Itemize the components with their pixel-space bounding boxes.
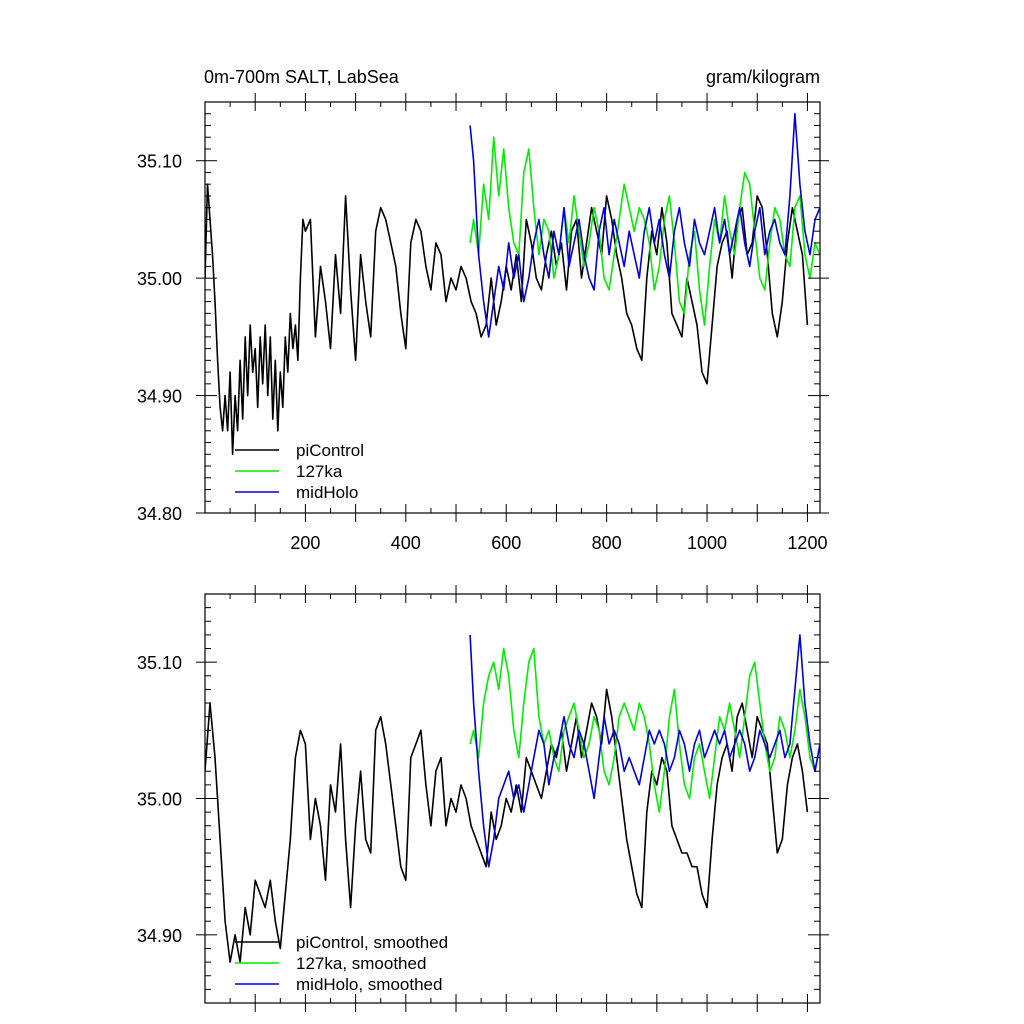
top-legend-label-1: 127ka [296,462,343,481]
top-series-line-2 [469,112,820,338]
top-x-tick-label: 200 [290,533,320,553]
top-legend: piControl 127ka midHolo [235,441,364,502]
bottom-legend: piControl, smoothed 127ka, smoothed midHol… [235,933,448,994]
top-x-tick-label: 1000 [687,533,727,553]
top-plot-frame [204,101,821,514]
top-series-line-1 [469,136,820,326]
bottom-series-line-2 [469,634,820,868]
top-legend-label-0: piControl [296,441,364,460]
top-chart-title: 0m-700m SALT, LabSea [204,67,400,87]
bottom-axes: 34.90 35.00 35.10 [137,585,829,1012]
top-plot-area [205,112,820,456]
bottom-y-tick-label: 35.10 [137,653,182,673]
bottom-series-line-0 [205,688,809,963]
top-x-tick-label: 1200 [787,533,827,553]
bottom-panel: 34.90 35.00 35.10 piControl, smoothed 127ka… [137,585,829,1012]
top-y-tick-label: 35.10 [137,152,182,172]
bottom-series-line-1 [469,647,820,813]
top-axes: 200 400 600 800 1000 1200 34.80 34.90 35.00 35.10 [137,93,829,553]
top-y-tick-label: 34.90 [137,387,182,407]
bottom-y-tick-label: 35.00 [137,790,182,810]
bottom-plot-area [205,634,820,963]
top-series-line-0 [205,183,809,456]
top-x-tick-label: 800 [592,533,622,553]
top-x-tick-label: 600 [491,533,521,553]
bottom-y-tick-label: 34.90 [137,926,182,946]
top-chart-units: gram/kilogram [706,67,820,87]
top-y-tick-label: 34.80 [137,504,182,524]
bottom-legend-label-1: 127ka, smoothed [296,954,426,973]
bottom-legend-label-2: midHolo, smoothed [296,975,442,994]
top-panel: 0m-700m SALT, LabSea gram/kilogram 200 40… [137,67,829,553]
top-x-tick-label: 400 [391,533,421,553]
top-y-tick-label: 35.00 [137,269,182,289]
top-legend-label-2: midHolo [296,483,358,502]
bottom-legend-label-0: piControl, smoothed [296,933,448,952]
